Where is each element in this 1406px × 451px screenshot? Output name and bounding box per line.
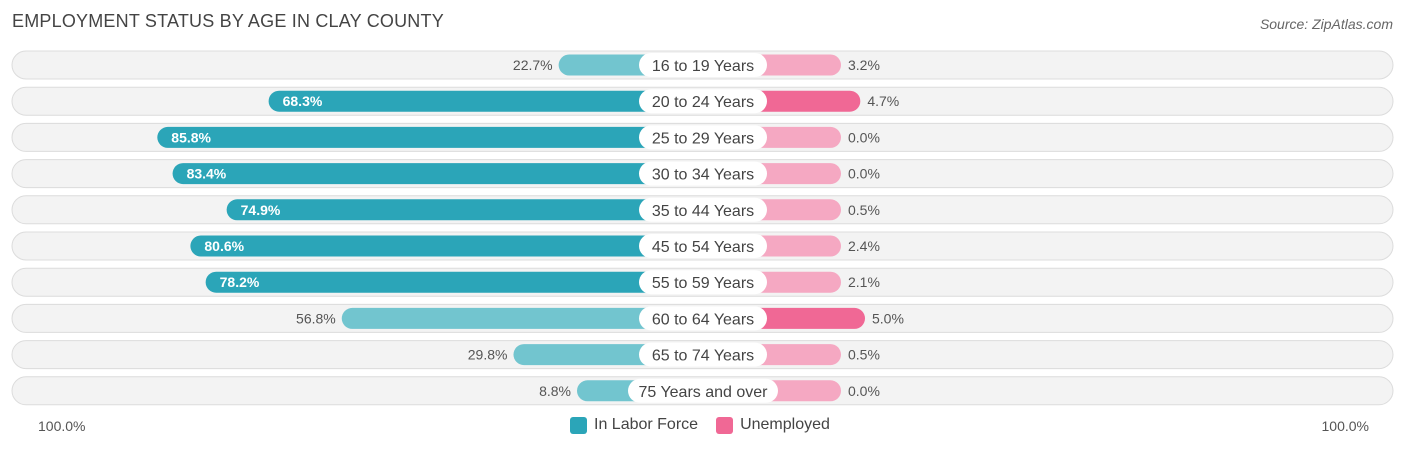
- bar-labor-force: [205, 271, 703, 293]
- axis-left-label: 100.0%: [38, 418, 86, 434]
- category-label: 20 to 24 Years: [652, 94, 754, 111]
- legend-swatch-labor-force: [570, 416, 587, 434]
- value-label-unemployed: 3.2%: [848, 57, 880, 73]
- value-label-unemployed: 5.0%: [872, 310, 904, 326]
- category-label: 35 to 44 Years: [652, 203, 754, 220]
- legend-item-unemployed: Unemployed: [716, 416, 830, 434]
- value-label-labor-force: 68.3%: [283, 93, 323, 109]
- category-label: 55 to 59 Years: [652, 275, 754, 292]
- value-label-labor-force: 74.9%: [241, 202, 281, 218]
- value-label-labor-force: 85.8%: [171, 129, 211, 145]
- category-label: 45 to 54 Years: [652, 239, 754, 256]
- bar-labor-force: [157, 126, 703, 148]
- value-label-unemployed: 0.5%: [848, 202, 880, 218]
- legend-swatch-unemployed: [716, 416, 734, 434]
- value-label-unemployed: 0.0%: [848, 166, 880, 182]
- category-pill: [639, 125, 767, 150]
- value-label-unemployed: 2.1%: [848, 274, 880, 290]
- category-pill: [639, 89, 767, 114]
- bar-labor-force: [172, 163, 704, 185]
- value-label-labor-force: 8.8%: [539, 383, 571, 399]
- category-pill: [639, 197, 767, 222]
- category-pill: [628, 378, 778, 403]
- category-label: 30 to 34 Years: [652, 167, 754, 184]
- legend: In Labor Force Unemployed: [570, 416, 840, 434]
- axis-right-label: 100.0%: [1321, 418, 1369, 434]
- legend-label-unemployed: Unemployed: [740, 416, 830, 433]
- source-note: Source: ZipAtlas.com: [1259, 16, 1393, 32]
- legend-item-labor-force: In Labor Force: [570, 416, 698, 434]
- value-label-unemployed: 0.0%: [848, 129, 880, 145]
- value-label-labor-force: 56.8%: [296, 310, 336, 326]
- value-label-unemployed: 2.4%: [848, 238, 880, 254]
- bar-labor-force: [341, 307, 703, 329]
- bar-labor-force: [226, 199, 704, 221]
- category-pill: [639, 342, 767, 367]
- category-pill: [639, 306, 767, 331]
- value-label-labor-force: 22.7%: [513, 57, 553, 73]
- value-label-unemployed: 4.7%: [867, 93, 899, 109]
- value-label-labor-force: 80.6%: [204, 238, 244, 254]
- category-pill: [639, 270, 767, 295]
- category-label: 25 to 29 Years: [652, 130, 754, 147]
- category-label: 65 to 74 Years: [652, 348, 754, 365]
- value-label-labor-force: 83.4%: [187, 166, 227, 182]
- category-pill: [639, 53, 767, 77]
- category-label: 75 Years and over: [639, 384, 769, 401]
- bar-labor-force: [268, 90, 703, 112]
- value-label-unemployed: 0.0%: [848, 383, 880, 399]
- value-label-labor-force: 78.2%: [220, 274, 260, 290]
- category-pill: [639, 161, 767, 186]
- bar-labor-force: [190, 235, 703, 257]
- value-label-unemployed: 0.5%: [848, 347, 880, 363]
- category-pill: [639, 234, 767, 258]
- value-label-labor-force: 29.8%: [468, 347, 508, 363]
- category-label: 60 to 64 Years: [652, 311, 754, 328]
- category-label: 16 to 19 Years: [652, 58, 754, 75]
- chart-title: EMPLOYMENT STATUS BY AGE IN CLAY COUNTY: [12, 11, 444, 31]
- legend-label-labor-force: In Labor Force: [594, 416, 699, 433]
